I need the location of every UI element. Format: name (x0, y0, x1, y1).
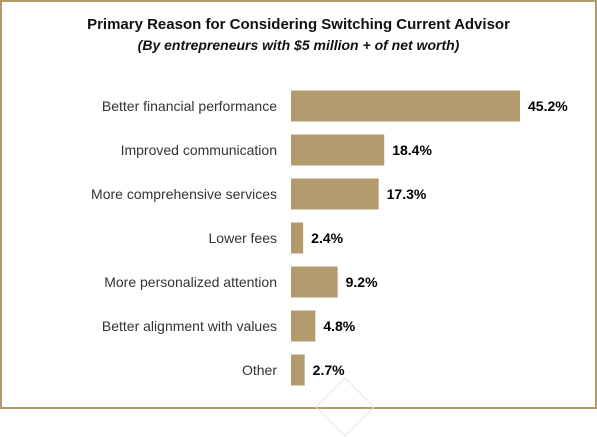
value-label: 17.3% (387, 186, 427, 202)
category-label: Improved communication (121, 142, 277, 158)
value-label: 45.2% (528, 98, 568, 114)
chart-subtitle: (By entrepreneurs with $5 million + of n… (137, 37, 460, 53)
chart-title: Primary Reason for Considering Switching… (87, 16, 510, 33)
category-label: More comprehensive services (91, 186, 277, 202)
value-label: 9.2% (346, 274, 378, 290)
category-label: Other (242, 362, 277, 378)
bar (291, 310, 316, 342)
bar (291, 222, 304, 254)
bar (291, 134, 385, 166)
value-label: 2.7% (313, 362, 345, 378)
bar (291, 354, 305, 386)
bar (291, 178, 379, 210)
bar-chart: Better financial performance 45.2% Improve… (91, 90, 568, 386)
value-label: 4.8% (323, 318, 355, 334)
bar (291, 266, 338, 298)
category-label: Lower fees (209, 230, 277, 246)
bars-group: Better financial performance 45.2% Improve… (91, 90, 568, 386)
category-label: Better financial performance (102, 98, 277, 114)
value-label: 2.4% (311, 230, 343, 246)
bar (291, 90, 520, 122)
category-label: More personalized attention (104, 274, 277, 290)
category-label: Better alignment with values (102, 318, 277, 334)
value-label: 18.4% (392, 142, 432, 158)
